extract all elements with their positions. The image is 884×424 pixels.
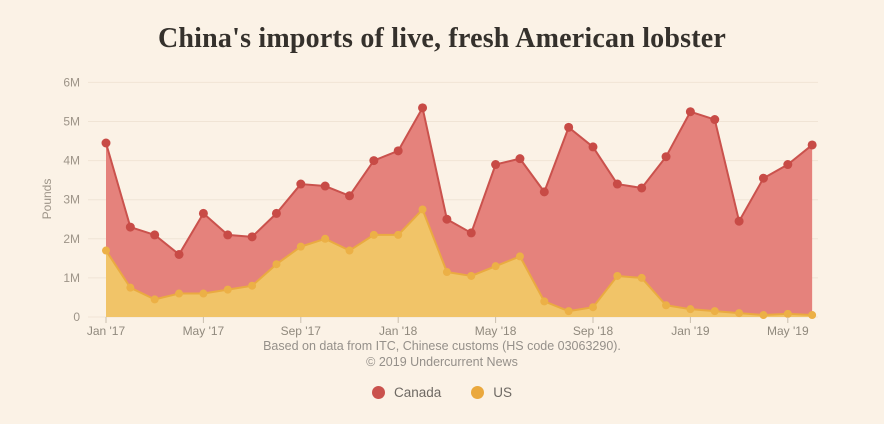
- legend-item-label: Canada: [393, 385, 442, 400]
- us-legend-dot-icon: [471, 386, 485, 399]
- x-axis-label: Sep '18: [573, 324, 614, 338]
- canada-data-point[interactable]: [807, 140, 817, 150]
- canada-data-point[interactable]: [515, 154, 525, 164]
- us-data-point[interactable]: [175, 289, 184, 298]
- y-axis-label: 6M: [63, 75, 80, 89]
- canada-data-point[interactable]: [758, 173, 768, 183]
- canada-data-point[interactable]: [442, 214, 452, 224]
- us-data-point[interactable]: [686, 305, 695, 314]
- canada-data-point[interactable]: [125, 222, 135, 232]
- us-data-point[interactable]: [735, 309, 744, 318]
- us-data-point[interactable]: [442, 268, 451, 277]
- canada-data-point[interactable]: [418, 103, 428, 113]
- y-axis-title: Pounds: [40, 179, 54, 220]
- canada-data-point[interactable]: [734, 216, 744, 226]
- canada-data-point[interactable]: [345, 191, 354, 201]
- us-data-point[interactable]: [783, 309, 792, 318]
- us-data-point[interactable]: [589, 303, 597, 312]
- us-line: [105, 208, 813, 317]
- canada-data-point[interactable]: [783, 160, 793, 170]
- y-axis-label: 0: [73, 310, 80, 324]
- canada-data-point[interactable]: [685, 107, 695, 117]
- x-axis-label: Jan '19: [671, 324, 710, 338]
- canada-data-point[interactable]: [101, 138, 111, 148]
- canada-legend-dot-icon: [371, 386, 385, 399]
- us-data-point[interactable]: [613, 271, 622, 280]
- legend-item-canada[interactable]: Canada: [371, 385, 442, 400]
- us-data-point[interactable]: [321, 234, 330, 243]
- canada-data-point[interactable]: [539, 187, 549, 197]
- canada-data-point[interactable]: [223, 230, 233, 240]
- x-axis-label: Jan '17: [87, 324, 126, 338]
- canada-data-point[interactable]: [247, 232, 257, 242]
- y-axis-label: 2M: [63, 232, 80, 246]
- x-axis-label: May '19: [767, 324, 809, 338]
- y-axis-label: 1M: [63, 271, 80, 285]
- x-axis-label: Jan '18: [379, 324, 418, 338]
- us-data-point[interactable]: [272, 260, 281, 269]
- canada-data-point[interactable]: [369, 156, 379, 166]
- us-area: [106, 209, 813, 317]
- canada-data-point[interactable]: [198, 208, 208, 218]
- canada-data-point[interactable]: [612, 179, 622, 189]
- source-note: Based on data from ITC, Chinese customs …: [263, 339, 621, 353]
- canada-data-point[interactable]: [491, 160, 501, 170]
- us-data-point[interactable]: [759, 311, 768, 320]
- chart-title: China's imports of live, fresh American …: [157, 23, 727, 54]
- y-axis-label: 4M: [63, 154, 80, 168]
- canada-data-point[interactable]: [393, 146, 403, 156]
- canada-data-point[interactable]: [296, 179, 306, 189]
- canada-data-point[interactable]: [150, 230, 160, 240]
- canada-data-point[interactable]: [174, 249, 184, 259]
- y-axis-label: 3M: [63, 193, 80, 207]
- canada-data-point[interactable]: [710, 115, 720, 125]
- us-data-point[interactable]: [662, 301, 671, 310]
- us-data-point[interactable]: [710, 307, 719, 316]
- legend: Canada US: [0, 385, 884, 400]
- canada-data-point[interactable]: [588, 142, 598, 152]
- x-axis-label: Sep '17: [281, 324, 322, 338]
- legend-item-label: US: [493, 385, 513, 400]
- copyright-note: © 2019 Undercurrent News: [366, 354, 518, 369]
- us-data-point[interactable]: [223, 285, 232, 294]
- us-data-point[interactable]: [540, 297, 549, 306]
- us-data-point[interactable]: [126, 283, 135, 292]
- us-data-point[interactable]: [418, 205, 427, 214]
- us-data-point[interactable]: [394, 230, 403, 239]
- us-data-point[interactable]: [467, 271, 476, 280]
- us-data-point[interactable]: [150, 295, 159, 304]
- us-data-point[interactable]: [248, 281, 257, 290]
- us-data-point[interactable]: [102, 246, 110, 255]
- canada-data-point[interactable]: [466, 228, 476, 238]
- x-axis-label: May '18: [475, 324, 517, 338]
- us-data-point[interactable]: [515, 252, 524, 261]
- chart-footer: Based on data from ITC, Chinese customs …: [0, 339, 884, 370]
- canada-data-point[interactable]: [564, 122, 574, 132]
- us-data-point[interactable]: [199, 289, 208, 298]
- us-data-point[interactable]: [369, 230, 378, 239]
- us-data-point[interactable]: [564, 307, 573, 316]
- legend-item-us[interactable]: US: [471, 385, 512, 400]
- canada-data-point[interactable]: [637, 183, 647, 193]
- us-data-point[interactable]: [296, 242, 305, 251]
- us-data-point[interactable]: [637, 273, 646, 282]
- us-data-point[interactable]: [491, 262, 500, 271]
- canada-data-point[interactable]: [271, 208, 281, 218]
- x-axis-label: May '17: [183, 324, 225, 338]
- canada-data-point[interactable]: [661, 152, 671, 162]
- canada-data-point[interactable]: [320, 181, 330, 191]
- us-data-point[interactable]: [345, 246, 354, 255]
- us-data-point[interactable]: [808, 311, 817, 320]
- y-axis-label: 5M: [63, 115, 80, 129]
